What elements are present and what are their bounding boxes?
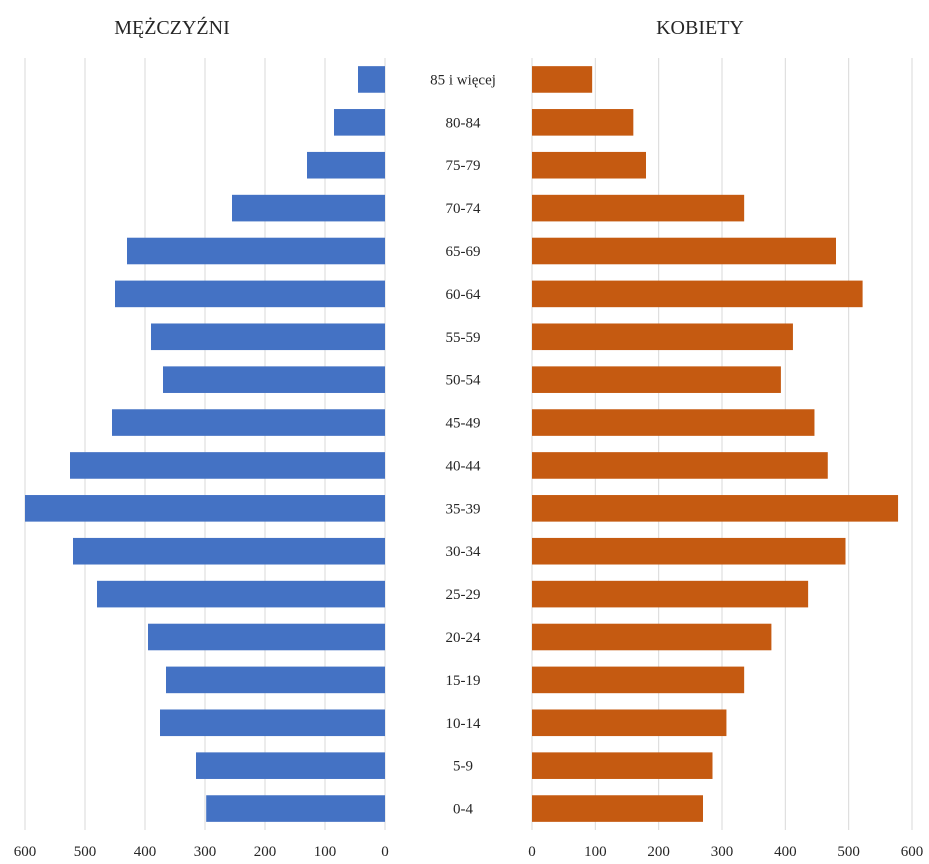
women-bar: [532, 623, 772, 651]
women-bar: [532, 409, 815, 436]
bars: [25, 66, 899, 822]
women-panel-title: KOBIETY: [656, 17, 744, 39]
age-group-label: 80-84: [446, 115, 481, 131]
age-group-label: 25-29: [446, 587, 481, 603]
men-bar: [151, 323, 385, 351]
women-bar: [532, 452, 828, 479]
age-group-label: 15-19: [446, 673, 481, 689]
men-panel-title: MĘŻCZYŹNI: [114, 16, 230, 39]
men-axis-tick-label: 400: [134, 844, 157, 860]
men-bar: [334, 109, 385, 136]
age-group-label: 85 i więcej: [430, 72, 496, 88]
men-bar: [112, 409, 385, 436]
men-bar: [25, 495, 385, 522]
men-bar: [307, 151, 385, 179]
women-axis-tick-label: 200: [647, 844, 670, 860]
age-group-label: 40-44: [446, 458, 481, 474]
labels: MĘŻCZYŹNI KOBIETY 600 500 400 300 200 100 0 0 10…: [14, 16, 924, 860]
women-bar: [532, 580, 809, 608]
women-axis-tick-label: 0: [528, 844, 536, 860]
women-bar: [532, 666, 745, 694]
men-axis-tick-label: 500: [74, 844, 97, 860]
men-bar: [127, 237, 385, 265]
men-bar: [163, 366, 385, 393]
women-bar: [532, 237, 836, 265]
age-group-label: 5-9: [453, 759, 473, 775]
age-group-label: 30-34: [446, 544, 481, 560]
age-group-label: 50-54: [446, 373, 481, 389]
women-bar: [532, 323, 793, 351]
men-bar: [196, 752, 385, 779]
age-group-label: 70-74: [446, 201, 481, 217]
women-axis-tick-label: 500: [837, 844, 860, 860]
age-group-label: 10-14: [446, 716, 481, 732]
men-bar: [232, 194, 385, 222]
women-bar: [532, 194, 745, 222]
age-group-label: 65-69: [446, 244, 481, 260]
men-bar: [358, 66, 385, 93]
women-axis-tick-label: 300: [711, 844, 734, 860]
men-axis-tick-label: 600: [14, 844, 37, 860]
men-bar: [160, 709, 385, 737]
women-bar: [532, 366, 781, 393]
men-bar: [97, 580, 385, 608]
women-bar: [532, 537, 846, 565]
women-bar: [532, 151, 646, 179]
women-bar: [532, 66, 593, 93]
men-bar: [73, 537, 385, 565]
men-axis-tick-label: 100: [314, 844, 337, 860]
women-bar: [532, 752, 713, 779]
women-bar: [532, 495, 899, 522]
women-bar: [532, 795, 703, 822]
age-group-label: 20-24: [446, 630, 481, 646]
men-axis-tick-label: 200: [254, 844, 277, 860]
women-axis-tick-label: 400: [774, 844, 797, 860]
age-group-label: 35-39: [446, 501, 481, 517]
women-bar: [532, 109, 634, 136]
age-group-label: 75-79: [446, 158, 481, 174]
women-axis-tick-label: 100: [584, 844, 607, 860]
men-axis-tick-label: 0: [381, 844, 389, 860]
men-bar: [206, 795, 385, 822]
women-bar: [532, 709, 727, 737]
age-group-label: 45-49: [446, 416, 481, 432]
men-bar: [70, 452, 385, 479]
gridlines: [24, 58, 913, 830]
men-bar: [115, 280, 385, 308]
women-bar: [532, 280, 863, 308]
age-group-label: 0-4: [453, 802, 473, 818]
men-axis-tick-label: 300: [194, 844, 217, 860]
men-bar: [148, 623, 385, 651]
age-group-label: 55-59: [446, 330, 481, 346]
men-bar: [166, 666, 385, 694]
age-group-label: 60-64: [446, 287, 481, 303]
women-axis-tick-label: 600: [901, 844, 924, 860]
